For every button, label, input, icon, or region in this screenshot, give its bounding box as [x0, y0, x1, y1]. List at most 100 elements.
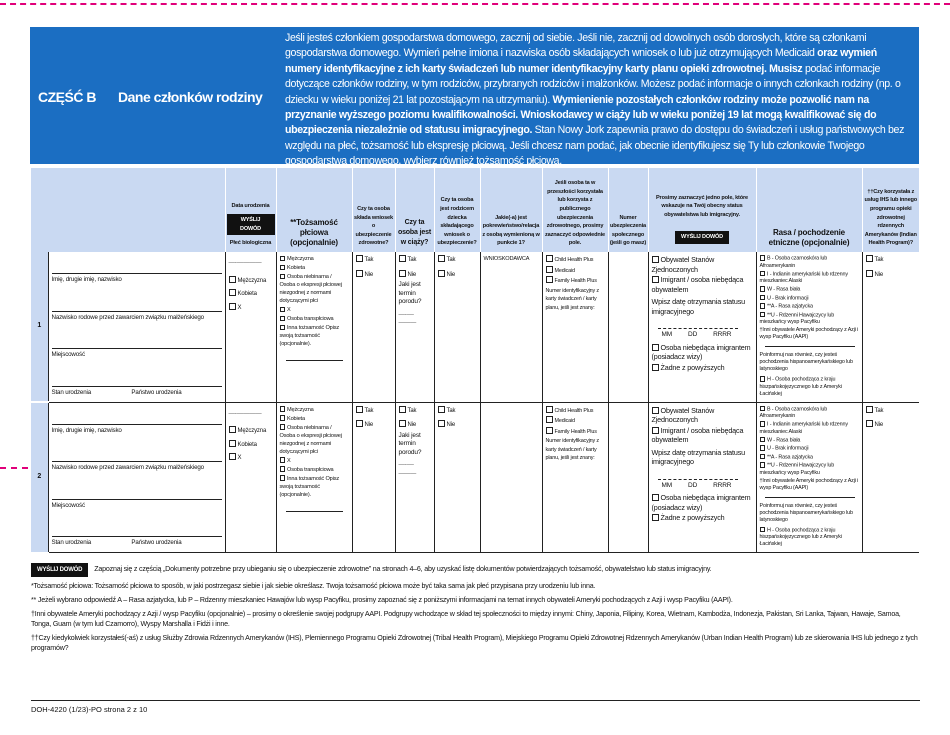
checkbox[interactable] — [545, 276, 553, 283]
gender-x[interactable]: X — [279, 306, 349, 314]
race-option[interactable]: **A - Rasa azjatycka — [759, 303, 859, 311]
citizenship-none[interactable]: Żadne z powyższych — [651, 513, 753, 523]
yes-checkbox[interactable]: Tak — [398, 405, 431, 416]
no-checkbox[interactable]: Nie — [865, 420, 917, 430]
gender-other[interactable]: Inna tożsamość Opisz swoją tożsamość (op… — [279, 475, 349, 499]
citizenship-none[interactable]: Żadne z powyższych — [651, 363, 753, 373]
sex-female[interactable]: Kobieta — [228, 439, 273, 450]
citizenship-us[interactable]: Obywatel Stanów Zjednoczonych — [651, 406, 753, 425]
hispanic-option[interactable]: H - Osoba pochodząca z kraju hiszpańskoj… — [759, 376, 859, 398]
yes-checkbox[interactable]: Tak — [355, 405, 392, 416]
checkbox[interactable] — [759, 445, 765, 451]
yes-checkbox[interactable]: Tak — [865, 255, 917, 265]
checkbox[interactable] — [228, 302, 236, 310]
checkbox[interactable] — [651, 256, 659, 263]
checkbox[interactable] — [279, 406, 285, 412]
ssn-cell[interactable] — [607, 402, 648, 553]
checkbox[interactable] — [759, 270, 765, 276]
checkbox[interactable] — [865, 405, 873, 413]
gender-male[interactable]: Mężczyzna — [279, 406, 349, 414]
birthplace-field[interactable]: Stan urodzenia Państwo urodzenia — [51, 385, 222, 398]
checkbox[interactable] — [398, 269, 406, 277]
citizenship-nonimmigrant[interactable]: Osoba niebędąca imigrantem (posiadacz wi… — [651, 343, 753, 362]
hispanic-option[interactable]: H - Osoba pochodząca z kraju hiszpańskoj… — [759, 526, 859, 549]
checkbox[interactable] — [279, 424, 285, 430]
gender-transgender[interactable]: Osoba transpłciowa — [279, 466, 349, 474]
checkbox[interactable] — [759, 311, 765, 317]
race-option[interactable]: **U - Rdzenni Hawajczycy lub mieszkańcy … — [759, 311, 859, 327]
no-checkbox[interactable]: Nie — [865, 269, 917, 280]
checkbox[interactable] — [651, 276, 659, 283]
citizenship-nonimmigrant[interactable]: Osoba niebędąca imigrantem (posiadacz wi… — [651, 493, 753, 512]
checkbox[interactable] — [545, 426, 553, 434]
checkbox[interactable] — [279, 273, 285, 279]
checkbox[interactable] — [437, 255, 445, 262]
insurance-chp[interactable]: Child Health Plus — [545, 255, 605, 265]
insurance-fhp[interactable]: Family Health Plus — [545, 276, 605, 286]
checkbox[interactable] — [398, 420, 406, 427]
checkbox[interactable] — [279, 457, 285, 463]
no-checkbox[interactable]: Nie — [437, 420, 477, 430]
checkbox[interactable] — [228, 289, 236, 296]
checkbox[interactable] — [355, 420, 363, 427]
checkbox[interactable] — [279, 264, 285, 270]
full-name-field[interactable]: Imię, drugie imię, nazwisko — [51, 273, 222, 285]
race-option[interactable]: I - Indianin amerykański lub rdzenny mie… — [759, 421, 859, 436]
insurance-fhp[interactable]: Family Health Plus — [545, 426, 605, 437]
insurance-medicaid[interactable]: Medicaid — [545, 265, 605, 276]
sex-female[interactable]: Kobieta — [228, 289, 273, 299]
race-option[interactable]: B - Osoba czarnoskóra lub Afroamerykanin — [759, 405, 859, 421]
city-field[interactable]: Miejscowość — [51, 348, 222, 360]
checkbox[interactable] — [279, 315, 285, 321]
checkbox[interactable] — [759, 405, 765, 411]
yes-checkbox[interactable]: Tak — [865, 405, 917, 416]
gender-x[interactable]: X — [279, 457, 349, 465]
checkbox[interactable] — [759, 436, 765, 442]
race-option[interactable]: I - Indianin amerykański lub rdzenny mie… — [759, 270, 859, 286]
checkbox[interactable] — [865, 255, 873, 262]
maiden-name-field[interactable]: Nazwisko rodowe przed zawarciem związku … — [51, 310, 222, 323]
checkbox[interactable] — [651, 514, 659, 521]
citizenship-immigrant[interactable]: Imigrant / osoba niebędąca obywatelem — [651, 275, 753, 294]
checkbox[interactable] — [759, 376, 765, 382]
checkbox[interactable] — [865, 420, 873, 427]
checkbox[interactable] — [279, 306, 285, 312]
immigration-date-field[interactable] — [657, 478, 738, 480]
city-field[interactable]: Miejscowość — [51, 498, 222, 511]
checkbox[interactable] — [355, 255, 363, 262]
checkbox[interactable] — [759, 286, 765, 292]
no-checkbox[interactable]: Nie — [437, 269, 477, 280]
insurance-medicaid[interactable]: Medicaid — [545, 416, 605, 426]
checkbox[interactable] — [651, 426, 659, 434]
birthplace-field[interactable]: Stan urodzenia Państwo urodzenia — [51, 536, 222, 548]
checkbox[interactable] — [279, 324, 285, 330]
checkbox[interactable] — [279, 415, 285, 421]
checkbox[interactable] — [279, 255, 285, 261]
sex-male[interactable]: Mężczyzna — [228, 275, 273, 286]
citizenship-immigrant[interactable]: Imigrant / osoba niebędąca obywatelem — [651, 426, 753, 445]
due-date-field[interactable]: —-—-——— — [398, 311, 417, 327]
checkbox[interactable] — [651, 494, 659, 501]
checkbox[interactable] — [545, 405, 553, 413]
gender-male[interactable]: Mężczyzna — [279, 255, 349, 263]
race-option[interactable]: W - Rasa biała — [759, 436, 859, 445]
gender-female[interactable]: Kobieta — [279, 415, 349, 423]
aapi-field[interactable] — [764, 496, 855, 498]
checkbox[interactable] — [759, 294, 765, 300]
gender-describe-field[interactable] — [285, 360, 343, 361]
no-checkbox[interactable]: Nie — [355, 269, 392, 280]
no-checkbox[interactable]: Nie — [355, 420, 392, 430]
aapi-field[interactable] — [764, 346, 855, 347]
race-option[interactable]: **A - Rasa azjatycka — [759, 453, 859, 462]
relation-cell[interactable] — [479, 402, 542, 553]
checkbox[interactable] — [355, 269, 363, 277]
dob-field[interactable]: —-—-——— — [228, 260, 262, 266]
checkbox[interactable] — [545, 416, 553, 423]
race-option[interactable]: B - Osoba czarnoskóra lub Afroamerykanin — [759, 255, 859, 270]
checkbox[interactable] — [279, 466, 285, 472]
citizenship-us[interactable]: Obywatel Stanów Zjednoczonych — [651, 255, 753, 274]
checkbox[interactable] — [279, 475, 285, 481]
race-option[interactable]: **U - Rdzenni Hawajczycy lub mieszkańcy … — [759, 462, 859, 477]
gender-other[interactable]: Inna tożsamość Opisz swoją tożsamość (op… — [279, 324, 349, 348]
gender-transgender[interactable]: Osoba transpłciowa — [279, 315, 349, 323]
